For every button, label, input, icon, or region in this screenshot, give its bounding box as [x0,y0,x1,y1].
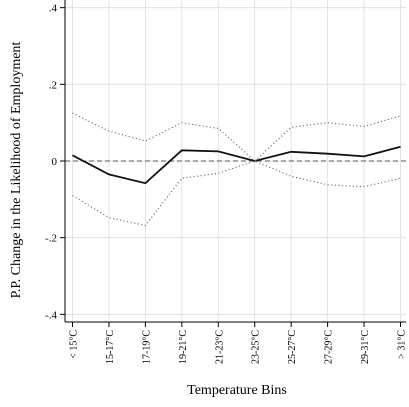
x-tick-label: 29-31°C [360,330,371,364]
x-tick-label: 19-21°C [178,330,189,364]
y-axis-label: P.P. Change in the Likelihood of Employm… [9,42,24,299]
x-tick-label: > 31°C [397,330,408,359]
x-tick-label: 21-23°C [214,330,225,364]
x-tick-label: 15-17°C [105,330,116,364]
y-tick-label: .2 [49,79,57,91]
y-tick-label: -.4 [45,309,57,321]
x-tick-label: 23-25°C [251,330,262,364]
x-tick-label: < 15°C [69,330,80,359]
confidence-bound-line [73,113,401,161]
y-tick-label: 0 [52,156,58,168]
estimate-line [73,147,401,183]
x-axis-label: Temperature Bins [187,383,287,398]
y-tick-label: -.2 [45,233,57,245]
x-tick-label: 27-29°C [324,330,335,364]
x-tick-label: 25-27°C [287,330,298,364]
series-group [72,113,400,225]
confidence-bound-line [73,161,401,225]
axes: -.4 -.2 0 .2 .4 < 15°C 15-17°C 17-19°C 19-21°C 21… [45,0,407,364]
x-tick-label: 17-19°C [141,330,152,364]
y-tick-label: .4 [49,3,58,15]
